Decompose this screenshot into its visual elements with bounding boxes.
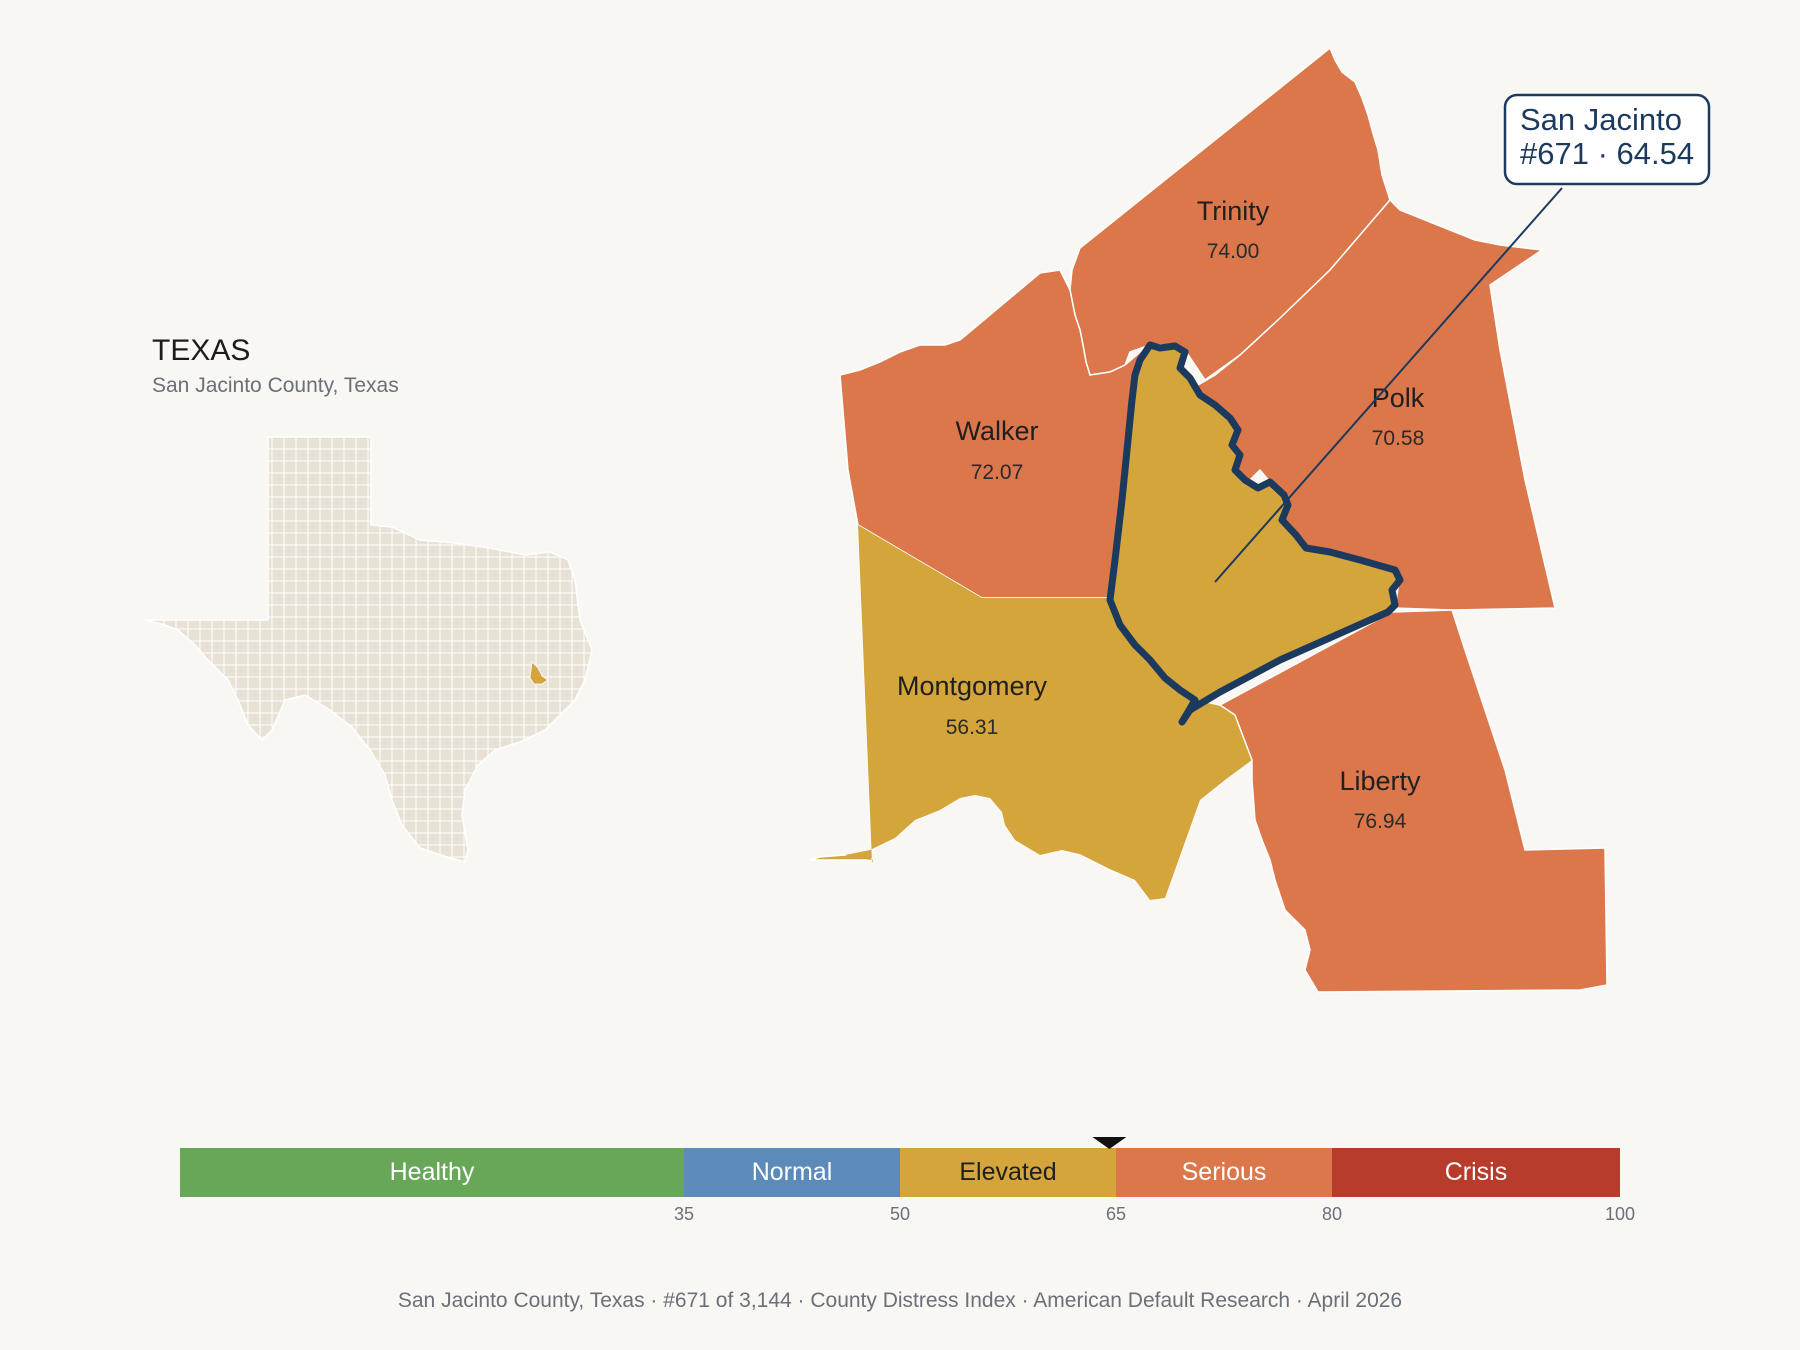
county-liberty[interactable] — [1218, 609, 1608, 993]
county-montgomery-body — [845, 525, 1252, 900]
callout-box — [1503, 93, 1711, 186]
callout-rank-score: #671 · 64.54 — [1520, 136, 1694, 171]
county-label-liberty: Liberty — [1339, 766, 1421, 796]
county-label-walker: Walker — [955, 416, 1038, 446]
county-value-liberty: 76.94 — [1354, 810, 1407, 833]
scale-segment-elevated — [900, 1148, 1116, 1197]
county-label-polk: Polk — [1372, 383, 1425, 413]
scale-tick-80: 80 — [1322, 1204, 1342, 1224]
county-value-montgomery: 56.31 — [946, 716, 999, 739]
county-value-trinity: 74.00 — [1207, 240, 1260, 263]
inset-highlight-county — [529, 661, 549, 685]
scale-tick-100: 100 — [1605, 1204, 1635, 1224]
scale-tick-50: 50 — [890, 1204, 910, 1224]
scale-label-healthy: Healthy — [390, 1158, 475, 1186]
county-value-polk: 70.58 — [1372, 427, 1425, 450]
scale-marker — [1092, 1137, 1127, 1149]
distress-scale-bar: Healthy Normal Elevated Serious Crisis 35 50 65… — [180, 1137, 1635, 1224]
scale-label-crisis: Crisis — [1445, 1158, 1508, 1186]
inset-title: TEXAS — [152, 334, 250, 367]
regional-map: Trinity 74.00 Walker 72.07 Polk 70.58 Mo… — [809, 46, 1608, 993]
texas-inset: TEXAS San Jacinto County, Texas — [144, 334, 593, 863]
scale-tick-35: 35 — [674, 1204, 694, 1224]
scale-segment-serious — [1116, 1148, 1332, 1197]
scale-label-serious: Serious — [1182, 1158, 1267, 1186]
scale-label-normal: Normal — [752, 1158, 833, 1186]
callout: San Jacinto #671 · 64.54 — [1214, 93, 1711, 583]
callout-leader-line — [1214, 187, 1563, 583]
callout-county-name: San Jacinto — [1520, 102, 1682, 137]
county-label-trinity: Trinity — [1197, 196, 1270, 226]
scale-segment-crisis — [1332, 1148, 1620, 1197]
scale-segment-normal — [684, 1148, 900, 1197]
county-san-jacinto[interactable] — [1106, 341, 1404, 726]
inset-subtitle: San Jacinto County, Texas — [152, 374, 399, 397]
county-value-walker: 72.07 — [971, 461, 1024, 484]
footer-caption: San Jacinto County, Texas · #671 of 3,14… — [398, 1289, 1402, 1312]
scale-segment-healthy — [180, 1148, 684, 1197]
scale-tick-65: 65 — [1106, 1204, 1126, 1224]
county-label-montgomery: Montgomery — [897, 671, 1048, 701]
scale-label-elevated: Elevated — [959, 1158, 1056, 1186]
